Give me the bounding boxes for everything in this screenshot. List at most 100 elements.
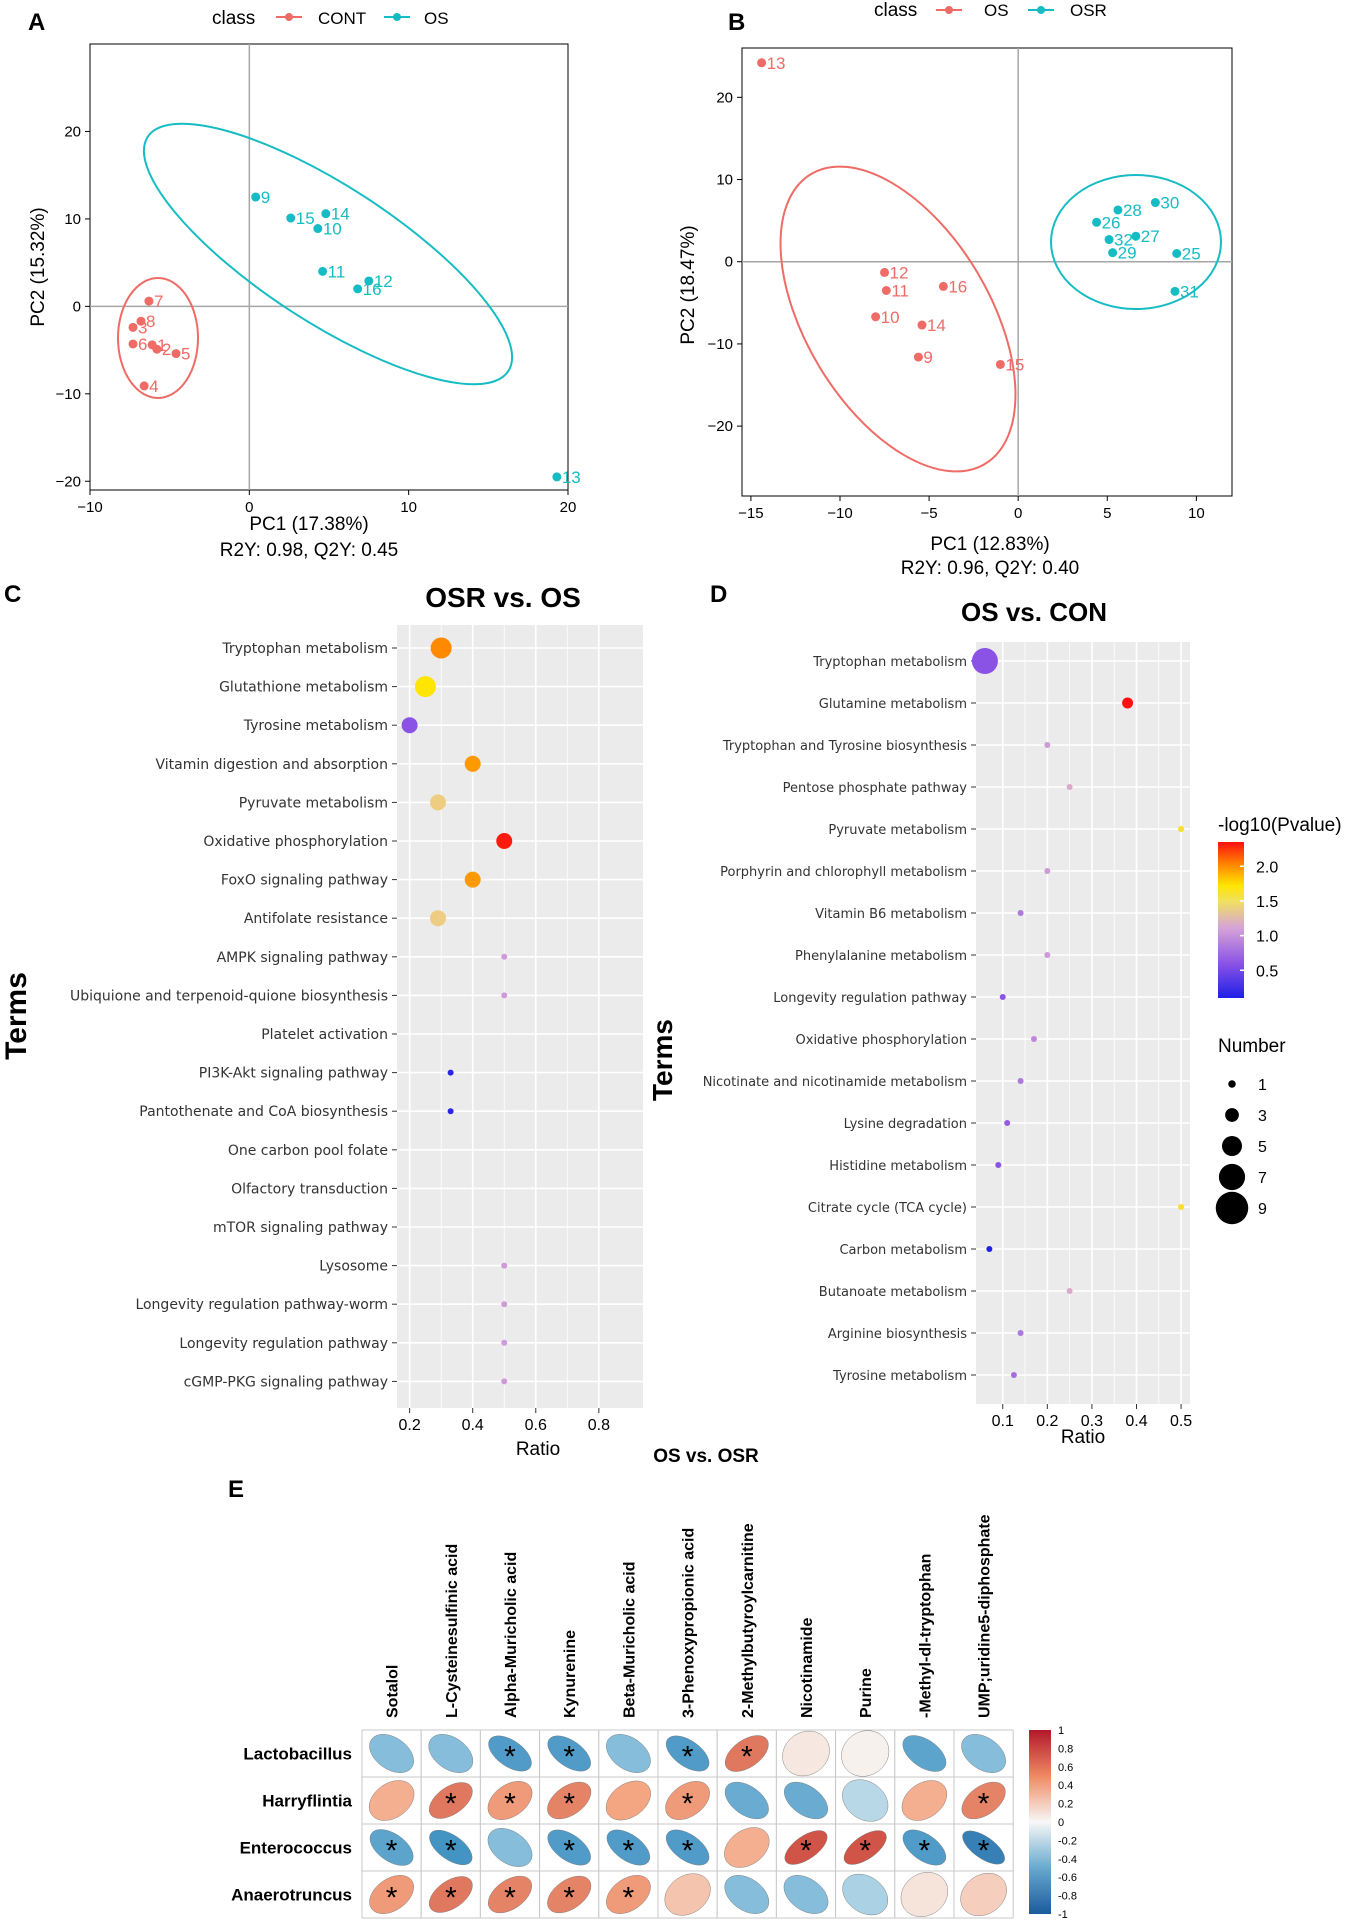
c-x-tick-label: 0.2 — [398, 1417, 420, 1434]
number-legend-dot — [1225, 1108, 1239, 1122]
a-point-label: 14 — [331, 205, 350, 224]
c-bubble — [447, 1108, 454, 1115]
d-bubble — [971, 648, 998, 674]
c-bubble — [401, 717, 418, 734]
a-y-tick-label: 0 — [73, 298, 81, 315]
heatmap-ellipse — [665, 1781, 710, 1820]
a-point — [152, 344, 162, 354]
d-term-label: Oxidative phosphorylation — [796, 1033, 967, 1048]
c-term-label: cGMP-PKG signaling pathway — [184, 1374, 388, 1390]
number-legend-dot — [1218, 1163, 1246, 1191]
b-point-label: 31 — [1180, 282, 1199, 301]
heatmap-ellipse — [784, 1830, 828, 1865]
c-term-label: Pantothenate and CoA biosynthesis — [139, 1104, 388, 1120]
number-legend-label: 3 — [1258, 1108, 1267, 1125]
b-point — [938, 281, 948, 291]
d-bubble — [995, 1162, 1002, 1168]
d-term-label: Carbon metabolism — [839, 1243, 967, 1258]
panel-b-subtitle: R2Y: 0.96, Q2Y: 0.40 — [901, 558, 1080, 579]
d-bubble — [1122, 697, 1134, 709]
b-point-label: 12 — [890, 263, 909, 282]
panel-letter-a: A — [28, 9, 45, 36]
d-bubble — [1066, 784, 1073, 790]
b-point-label: 26 — [1102, 213, 1121, 232]
d-bubble — [1004, 1120, 1011, 1126]
d-x-tick-label: 0.4 — [1125, 1413, 1147, 1430]
heatmap-ellipse — [606, 1875, 651, 1914]
b-y-tick-label: 20 — [716, 89, 733, 106]
number-legend-label: 7 — [1258, 1170, 1267, 1187]
panel-letter-d: D — [710, 581, 727, 608]
b-point — [1172, 249, 1182, 259]
b-point — [880, 267, 890, 277]
b-point — [913, 352, 923, 362]
d-bubble — [1178, 826, 1185, 832]
c-term-label: Vitamin digestion and absorption — [156, 757, 389, 773]
heatmap-ellipse — [783, 1875, 829, 1914]
heatmap-significance-star: * — [445, 1788, 457, 1821]
heatmap-ellipse — [724, 1735, 769, 1772]
number-legend-label: 1 — [1258, 1077, 1267, 1094]
b-point-label: 14 — [927, 316, 946, 335]
b-y-tick-label: −20 — [708, 418, 733, 435]
corr-colorbar-tick-label: 0.8 — [1058, 1743, 1073, 1755]
c-term-label: Pyruvate metabolism — [239, 795, 388, 811]
heatmap-significance-star: * — [682, 1788, 694, 1821]
panel-b-legend-key-2 — [1028, 6, 1054, 14]
d-x-tick-label: 0.2 — [1036, 1413, 1058, 1430]
heatmap-column-label: L-Cysteinesulfinic acid — [444, 1544, 461, 1718]
heatmap-significance-star: * — [978, 1788, 990, 1821]
panel-b-legend-key-1 — [936, 6, 962, 14]
b-x-tick-label: 5 — [1103, 505, 1111, 522]
heatmap-ellipse — [782, 1730, 830, 1777]
panel-c-y-axis-label: Terms — [0, 972, 33, 1060]
heatmap-row-label: Harryflintia — [262, 1792, 352, 1811]
a-point — [128, 322, 138, 332]
d-term-label: Longevity regulation pathway — [773, 991, 967, 1006]
c-term-label: PI3K-Akt signaling pathway — [199, 1066, 388, 1082]
heatmap-ellipse — [842, 1873, 889, 1916]
a-point-label: 6 — [138, 335, 147, 354]
a-point — [144, 296, 154, 306]
a-point-label: 8 — [146, 312, 155, 331]
c-bubble — [501, 953, 508, 960]
d-bubble — [1066, 1288, 1073, 1294]
a-point-label: 9 — [261, 188, 270, 207]
heatmap-column-label: Sotalol — [385, 1665, 402, 1718]
panel-b-y-axis-label: PC2 (18.47%) — [678, 225, 699, 344]
heatmap-ellipse — [843, 1830, 887, 1865]
c-bubble — [414, 676, 436, 698]
heatmap-significance-star: * — [563, 1741, 575, 1774]
a-point-label: 5 — [181, 345, 190, 364]
heatmap-significance-star: * — [504, 1788, 516, 1821]
heatmap-ellipse — [428, 1734, 474, 1773]
d-term-label: Arginine biosynthesis — [828, 1327, 967, 1342]
a-point-label: 16 — [363, 280, 382, 299]
c-x-tick-label: 0.8 — [588, 1417, 610, 1434]
pvalue-tick-label: 2.0 — [1256, 859, 1278, 876]
heatmap-ellipse — [369, 1829, 414, 1866]
heatmap-ellipse — [724, 1781, 769, 1820]
number-legend-dot — [1228, 1080, 1236, 1088]
panel-a-ellipse-cont — [117, 277, 199, 399]
b-point-label: 27 — [1141, 227, 1160, 246]
d-x-tick-label: 0.5 — [1170, 1413, 1192, 1430]
c-term-label: mTOR signaling pathway — [213, 1220, 388, 1236]
number-legend-label: 5 — [1258, 1139, 1267, 1156]
pvalue-legend-title: -log10(Pvalue) — [1218, 815, 1342, 836]
panel-a-legend-label-2: OS — [424, 9, 449, 28]
heatmap-ellipse — [724, 1827, 770, 1868]
a-y-tick-label: −20 — [56, 473, 81, 490]
b-point-label: 9 — [923, 348, 932, 367]
heatmap-significance-star: * — [386, 1882, 398, 1915]
d-bubble — [1030, 1036, 1037, 1042]
panel-c-x-axis-label: Ratio — [516, 1439, 560, 1460]
c-term-label: FoxO signaling pathway — [221, 873, 388, 889]
a-x-tick-label: 20 — [560, 499, 577, 516]
a-point-label: 15 — [296, 209, 315, 228]
b-point-label: 29 — [1118, 244, 1137, 263]
c-term-label: Longevity regulation pathway — [179, 1336, 388, 1352]
b-y-tick-label: −10 — [708, 336, 733, 353]
a-point — [321, 209, 331, 219]
